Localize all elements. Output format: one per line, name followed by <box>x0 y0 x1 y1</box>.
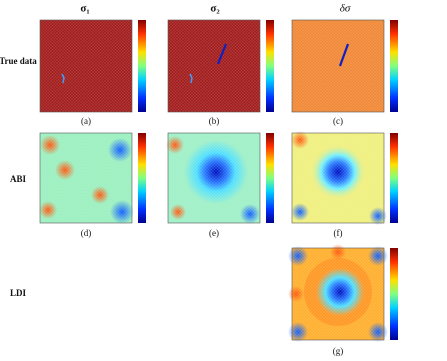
panel-f <box>291 131 398 225</box>
caption: (d) <box>81 228 92 238</box>
panel-g <box>288 244 398 342</box>
caption: (e) <box>209 228 219 238</box>
caption: (b) <box>209 116 220 126</box>
panel-b <box>167 19 274 113</box>
row-label: True data <box>0 56 37 66</box>
column-header: σ₂ <box>210 3 220 15</box>
panel-c <box>291 19 398 113</box>
row-label: ABI <box>10 174 27 184</box>
row-label: LDI <box>10 288 27 298</box>
panel-d <box>39 132 146 224</box>
panel-a <box>39 19 146 113</box>
panel-e <box>166 132 274 224</box>
caption: (g) <box>333 346 344 356</box>
caption: (c) <box>333 116 343 126</box>
caption: (a) <box>81 116 91 126</box>
column-header: δσ <box>340 3 351 15</box>
caption: (f) <box>334 228 343 238</box>
column-header: σ₁ <box>80 3 89 15</box>
